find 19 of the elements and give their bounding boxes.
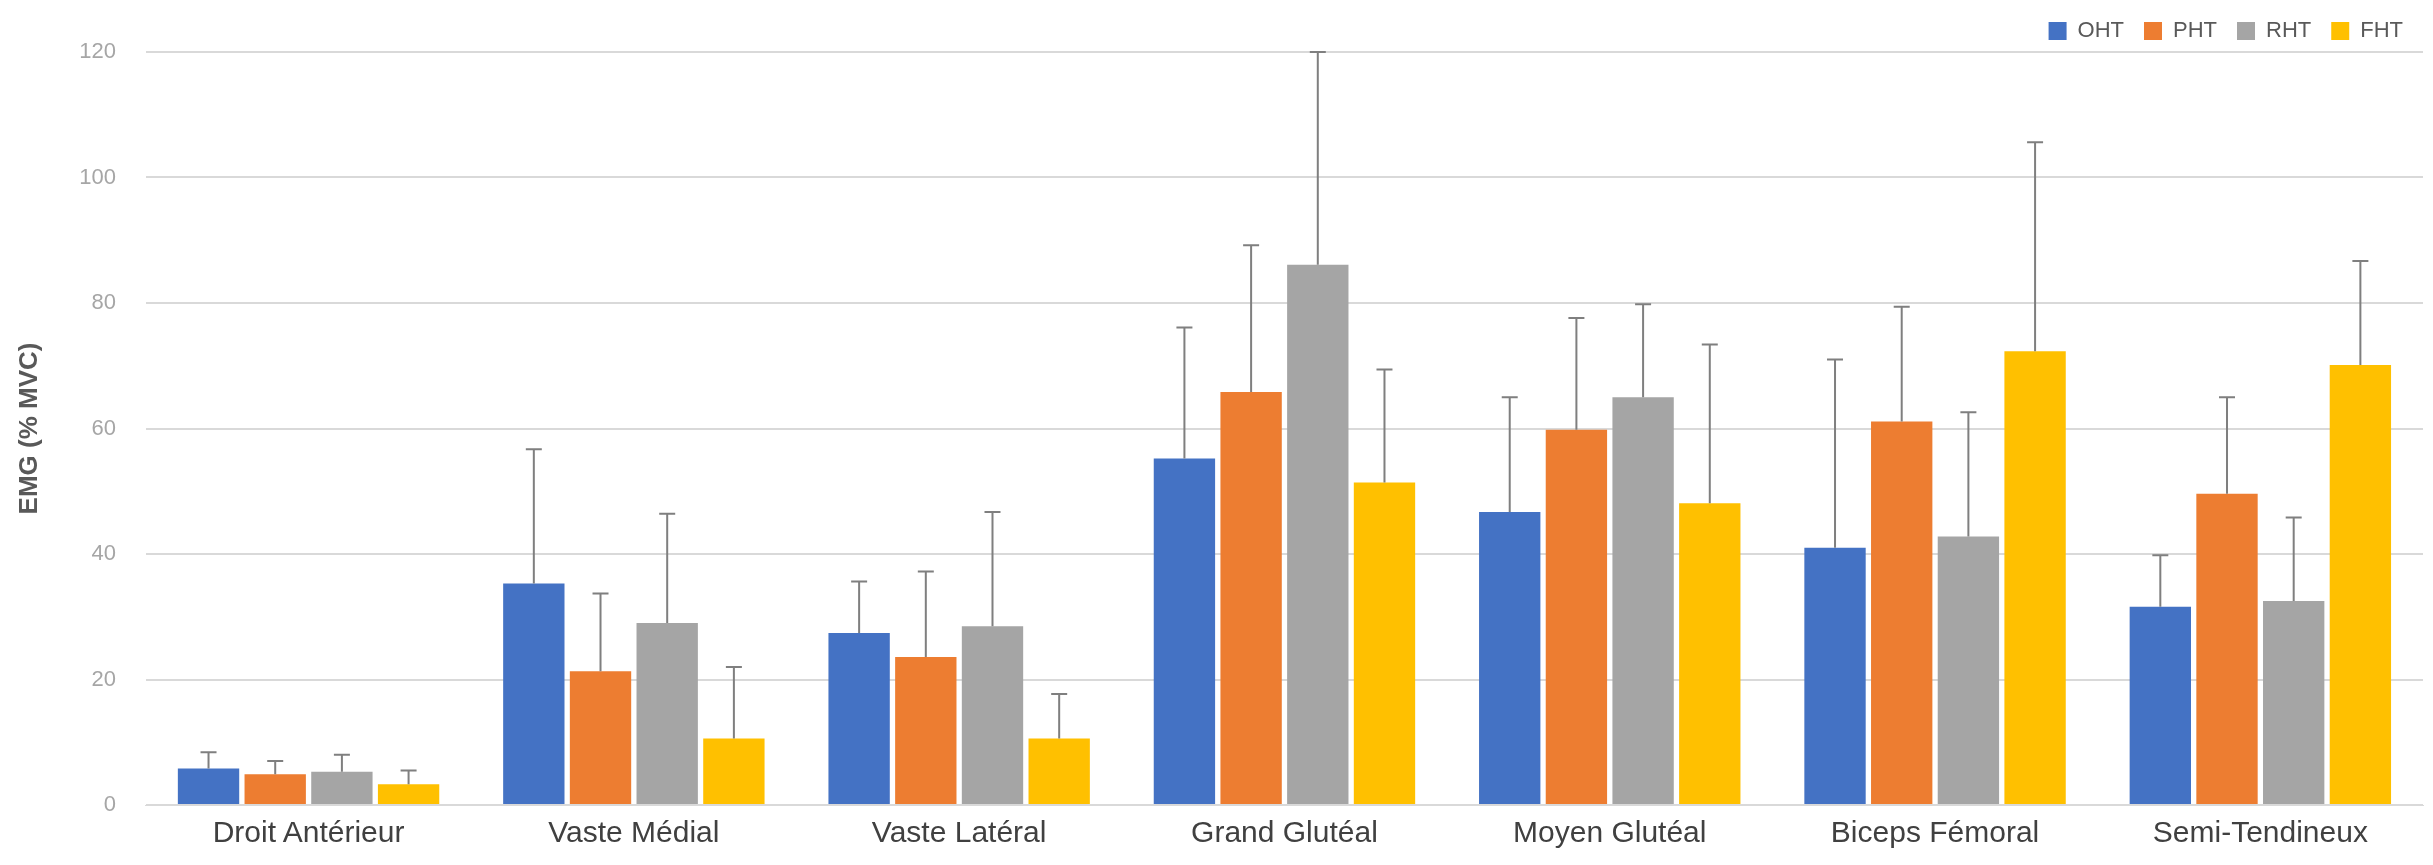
x-tick-label: Vaste Latéral xyxy=(871,815,1047,849)
y-tick-label: 80 xyxy=(91,289,116,315)
y-tick-label: 40 xyxy=(91,540,116,566)
y-tick-label: 0 xyxy=(103,791,116,817)
y-tick-label: 20 xyxy=(91,665,116,691)
x-tick-label: Moyen Glutéal xyxy=(1513,815,1707,849)
x-tick-label: Vaste Médial xyxy=(548,815,720,849)
x-tick-label: Semi-Tendineux xyxy=(2152,815,2368,849)
legend-label: FHT xyxy=(2360,17,2403,43)
x-tick-label: Droit Antérieur xyxy=(212,815,405,849)
legend-label: RHT xyxy=(2266,17,2312,43)
y-tick-label: 60 xyxy=(91,414,116,440)
y-tick-label: 120 xyxy=(79,38,116,64)
y-tick-label: 100 xyxy=(79,163,116,189)
x-tick-label: Grand Glutéal xyxy=(1191,815,1378,849)
x-tick-label: Biceps Fémoral xyxy=(1830,815,2040,849)
legend-label: OHT xyxy=(2077,17,2125,43)
legend-label: PHT xyxy=(2173,17,2218,43)
y-axis-title: EMG (% MVC) xyxy=(12,342,43,515)
